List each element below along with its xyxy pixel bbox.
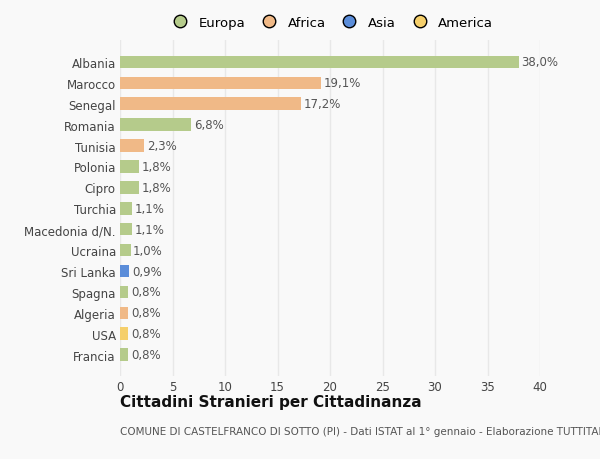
Bar xyxy=(120,140,144,152)
Bar xyxy=(120,349,128,361)
Text: 0,8%: 0,8% xyxy=(131,328,161,341)
Text: 0,8%: 0,8% xyxy=(131,286,161,299)
Text: 1,1%: 1,1% xyxy=(134,223,164,236)
Legend: Europa, Africa, Asia, America: Europa, Africa, Asia, America xyxy=(164,14,496,33)
Text: 38,0%: 38,0% xyxy=(521,56,559,69)
Bar xyxy=(120,161,139,174)
Text: 1,1%: 1,1% xyxy=(134,202,164,215)
Text: 1,8%: 1,8% xyxy=(142,161,171,174)
Bar xyxy=(120,202,131,215)
Text: 0,9%: 0,9% xyxy=(132,265,162,278)
Bar xyxy=(120,265,130,278)
Bar xyxy=(120,328,128,340)
Text: 19,1%: 19,1% xyxy=(323,77,361,90)
Text: 1,8%: 1,8% xyxy=(142,181,171,195)
Bar xyxy=(120,244,131,257)
Bar xyxy=(120,307,128,319)
Bar xyxy=(120,224,131,236)
Text: 0,8%: 0,8% xyxy=(131,348,161,361)
Bar xyxy=(120,182,139,194)
Text: COMUNE DI CASTELFRANCO DI SOTTO (PI) - Dati ISTAT al 1° gennaio - Elaborazione T: COMUNE DI CASTELFRANCO DI SOTTO (PI) - D… xyxy=(120,426,600,436)
Text: 17,2%: 17,2% xyxy=(303,98,341,111)
Bar xyxy=(120,56,519,69)
Text: Cittadini Stranieri per Cittadinanza: Cittadini Stranieri per Cittadinanza xyxy=(120,394,422,409)
Text: 2,3%: 2,3% xyxy=(147,140,176,153)
Text: 0,8%: 0,8% xyxy=(131,307,161,319)
Bar xyxy=(120,78,320,90)
Bar xyxy=(120,119,191,132)
Bar xyxy=(120,98,301,111)
Text: 6,8%: 6,8% xyxy=(194,119,224,132)
Text: 1,0%: 1,0% xyxy=(133,244,163,257)
Bar xyxy=(120,286,128,298)
